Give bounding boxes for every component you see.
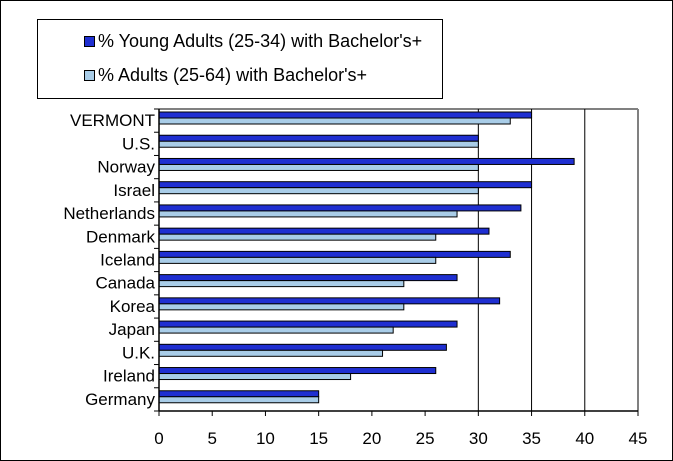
- bar-young-adults-germany: [158, 390, 320, 398]
- bar-young-adults-iceland: [158, 250, 511, 258]
- bar-adults-vermont: [158, 117, 511, 125]
- category-label: Denmark: [86, 227, 155, 246]
- bar-young-adults-vermont: [158, 111, 533, 119]
- bar-young-adults-norway: [158, 157, 575, 165]
- x-tick-label: 5: [207, 429, 216, 448]
- legend-label-adults: % Adults (25-64) with Bachelor's+: [98, 64, 368, 85]
- bar-young-adults-ireland: [158, 367, 437, 375]
- x-tick-label: 30: [469, 429, 488, 448]
- bar-adults-denmark: [158, 233, 437, 241]
- category-label: Ireland: [103, 367, 155, 386]
- bar-young-adults-canada: [158, 274, 458, 282]
- bar-young-adults-korea: [158, 297, 501, 305]
- x-tick-label: 10: [256, 429, 275, 448]
- category-label: Canada: [95, 274, 155, 293]
- bar-adults-japan: [158, 326, 394, 334]
- category-label: VERMONT: [70, 111, 155, 130]
- category-label: Germany: [85, 390, 155, 409]
- x-tick-label: 20: [362, 429, 381, 448]
- bar-adults-netherlands: [158, 210, 458, 218]
- bar-adults-u-k: [158, 349, 384, 357]
- bar-young-adults-israel: [158, 181, 533, 189]
- bar-adults-canada: [158, 280, 405, 288]
- bar-adults-israel: [158, 187, 479, 195]
- legend-item-adults: % Adults (25-64) with Bachelor's+: [84, 64, 367, 86]
- category-label: Korea: [110, 297, 156, 316]
- bar-young-adults-denmark: [158, 227, 490, 235]
- category-label: Iceland: [100, 250, 155, 269]
- bar-adults-norway: [158, 163, 479, 171]
- legend-item-young-adults: % Young Adults (25-34) with Bachelor's+: [84, 30, 422, 52]
- x-tick-label: 0: [154, 429, 163, 448]
- legend-label-young-adults: % Young Adults (25-34) with Bachelor's+: [98, 30, 423, 51]
- bar-young-adults-japan: [158, 320, 458, 328]
- category-label: Japan: [109, 320, 155, 339]
- x-tick-label: 25: [416, 429, 435, 448]
- x-tick-label: 45: [629, 429, 648, 448]
- category-label: Norway: [97, 158, 155, 177]
- legend-swatch-young-adults: [84, 35, 95, 47]
- bar-young-adults-u-k: [158, 343, 447, 351]
- bar-adults-ireland: [158, 373, 352, 381]
- bar-young-adults-netherlands: [158, 204, 522, 212]
- bar-adults-u-s: [158, 140, 479, 148]
- x-tick-label: 35: [522, 429, 541, 448]
- bar-adults-iceland: [158, 256, 437, 264]
- x-tick-label: 40: [575, 429, 594, 448]
- bar-young-adults-u-s: [158, 134, 479, 142]
- category-label: Netherlands: [63, 204, 155, 223]
- category-label: U.S.: [122, 134, 155, 153]
- bar-adults-germany: [158, 396, 320, 404]
- category-label: U.K.: [122, 343, 155, 362]
- legend-swatch-adults: [84, 69, 95, 81]
- x-tick-label: 15: [309, 429, 328, 448]
- bar-adults-korea: [158, 303, 405, 311]
- category-label: Israel: [113, 181, 155, 200]
- legend: % Young Adults (25-34) with Bachelor's+ …: [37, 19, 443, 99]
